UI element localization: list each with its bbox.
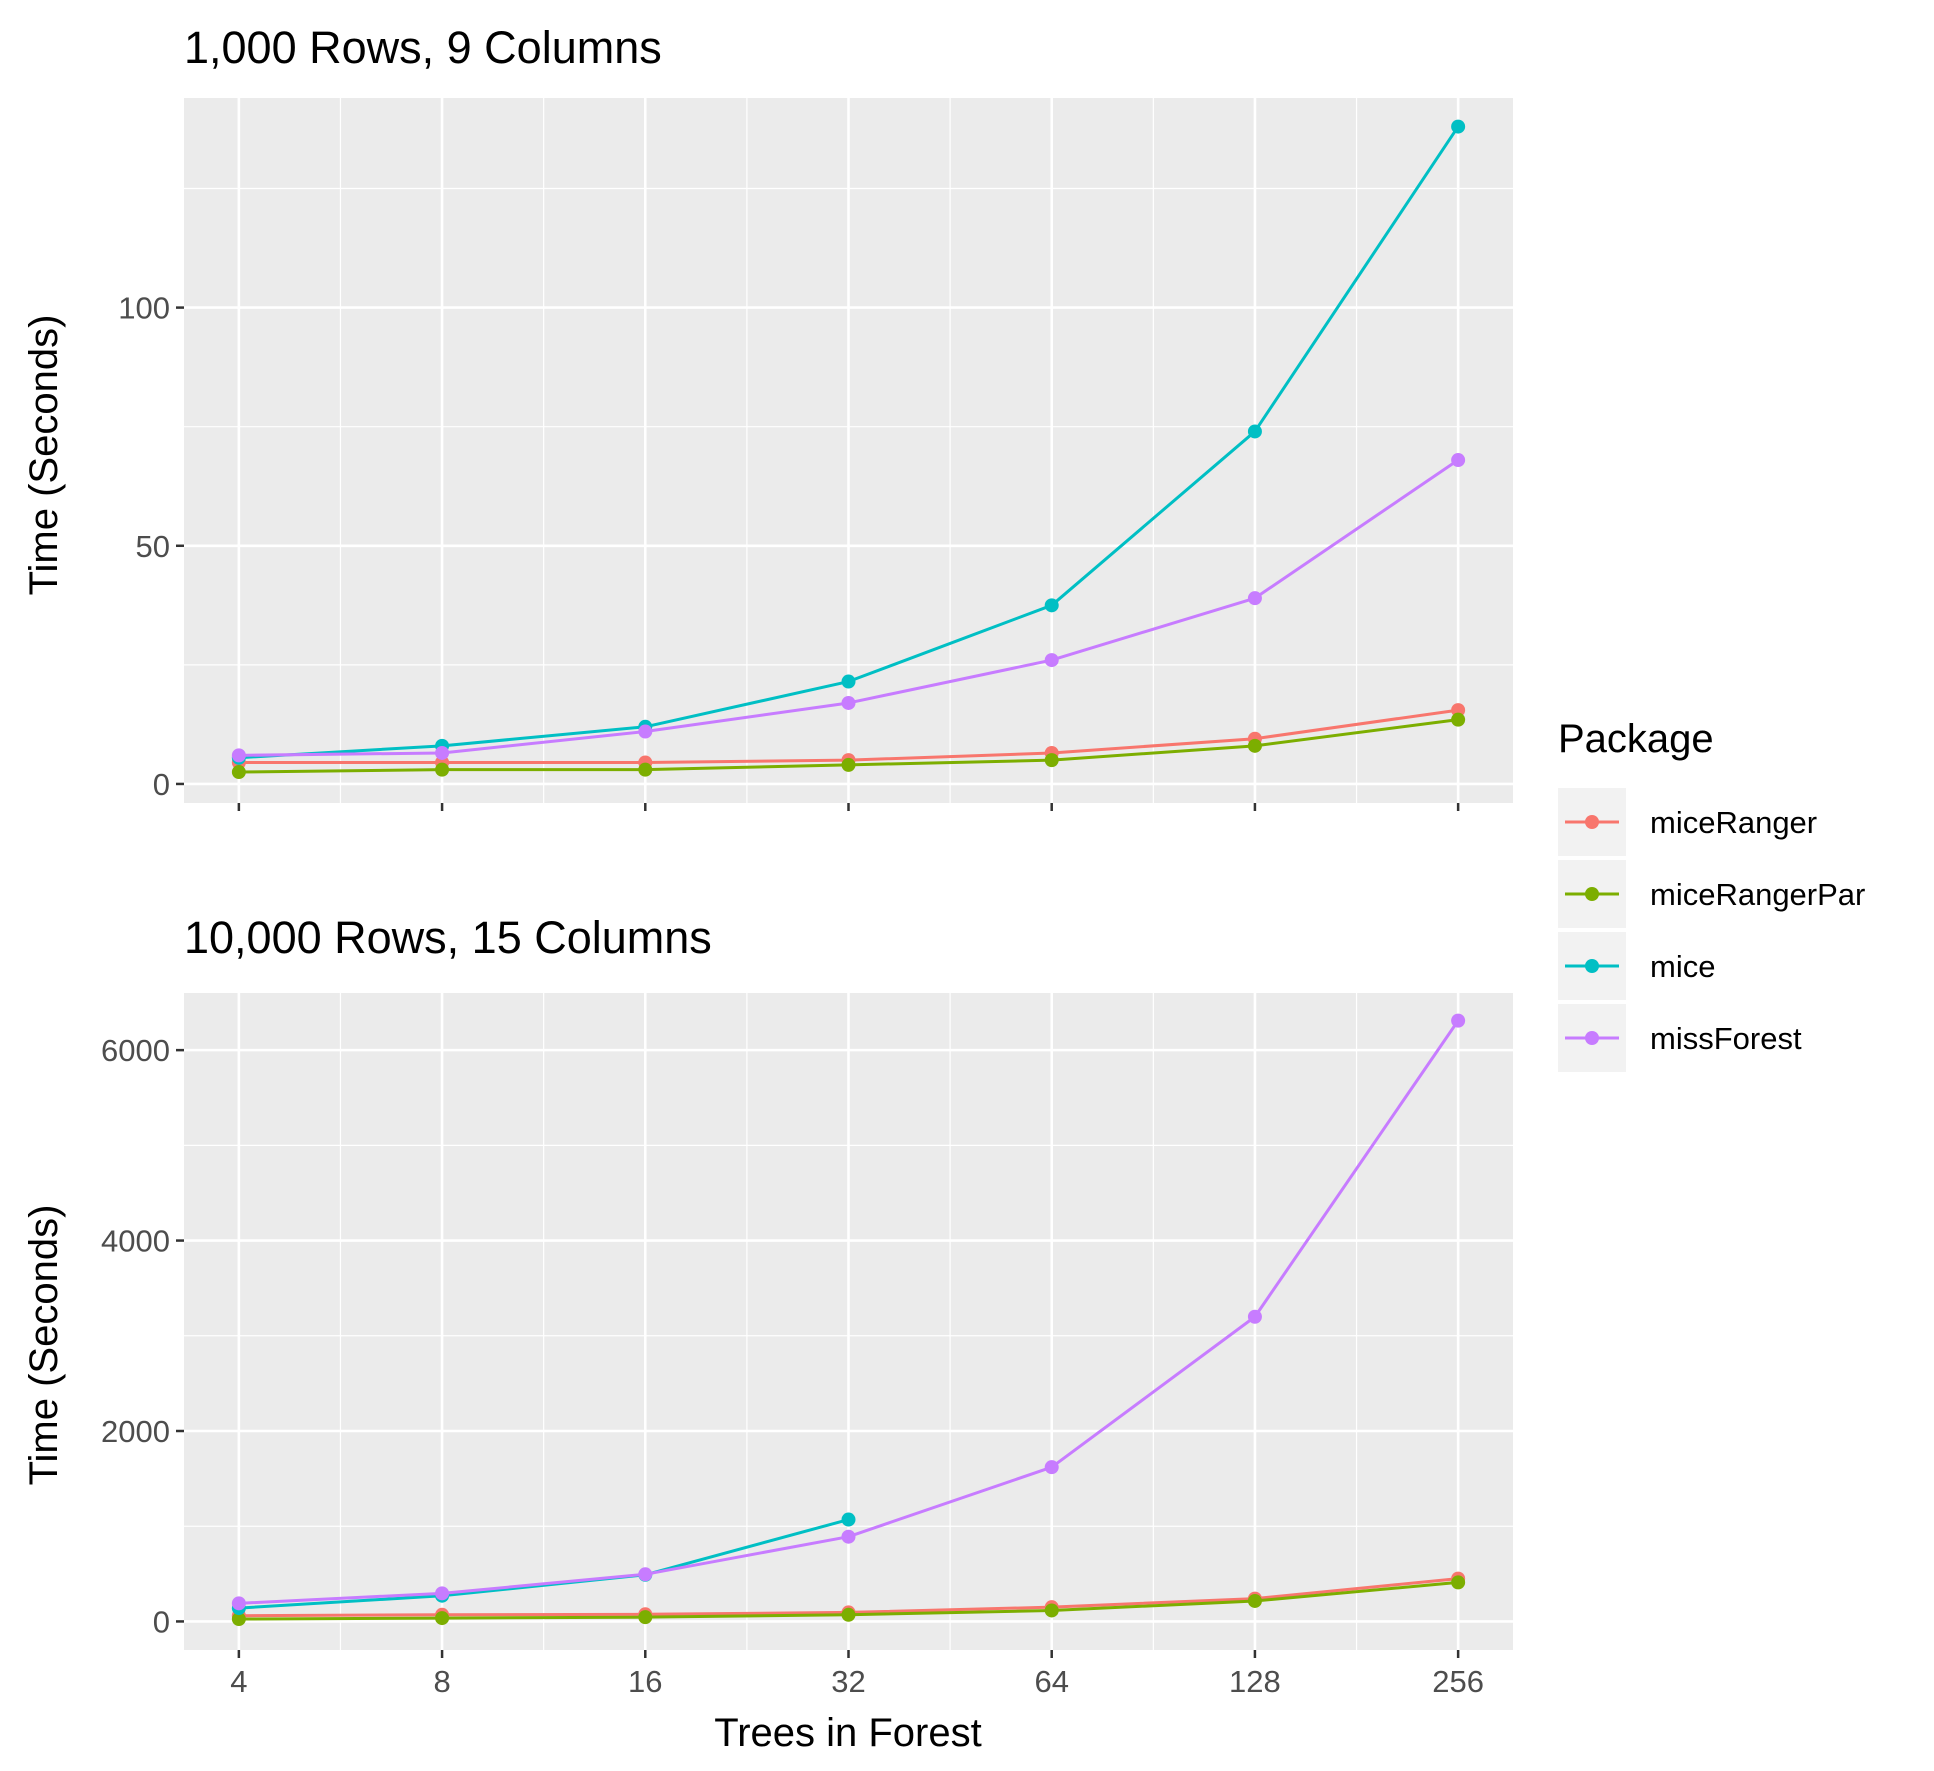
x-tick-label: 64: [1034, 1664, 1068, 1699]
data-point-miss-forest: [1247, 591, 1262, 606]
data-point-mice: [1044, 598, 1059, 613]
x-tick-label: 32: [831, 1664, 865, 1699]
data-point-miss-forest: [1451, 453, 1466, 468]
data-point-miss-forest: [435, 745, 450, 760]
legend-title: Package: [1558, 717, 1714, 761]
data-point-miss-forest: [1247, 1309, 1262, 1324]
data-point-mice-ranger-par: [435, 762, 450, 777]
data-point-mice: [841, 674, 856, 689]
data-point-miss-forest: [841, 695, 856, 710]
data-point-mice-ranger-par: [1247, 738, 1262, 753]
legend-label-mice-ranger: miceRanger: [1650, 805, 1817, 840]
data-point-miss-forest: [231, 748, 246, 763]
x-tick-label: 8: [433, 1664, 450, 1699]
legend-key-point-mice-ranger-par: [1585, 887, 1599, 901]
x-tick-label: 256: [1432, 1664, 1484, 1699]
panel-bottom: 10,000 Rows, 15 Columns Time (Seconds) T…: [22, 912, 1513, 1755]
data-point-mice-ranger-par: [1044, 753, 1059, 768]
x-tick-label: 16: [628, 1664, 662, 1699]
data-point-miss-forest: [638, 1567, 653, 1582]
data-point-mice-ranger-par: [1044, 1603, 1059, 1618]
data-point-mice-ranger-par: [841, 1607, 856, 1622]
data-point-miss-forest: [231, 1596, 246, 1611]
y-tick-label: 50: [136, 529, 170, 564]
y-tick-label: 0: [153, 767, 170, 802]
legend-key-point-miss-forest: [1585, 1031, 1599, 1045]
panel-bottom-title: 10,000 Rows, 15 Columns: [184, 912, 712, 963]
panel-top: 1,000 Rows, 9 Columns Time (Seconds) 0 50…: [22, 22, 1513, 811]
y-tick-label: 6000: [101, 1033, 170, 1068]
y-tick-label: 100: [118, 291, 170, 326]
data-point-mice-ranger-par: [1451, 712, 1466, 727]
legend-label-miss-forest: missForest: [1650, 1021, 1802, 1056]
legend: Package miceRanger miceRangerPar mice missF…: [1558, 717, 1865, 1072]
data-point-mice-ranger-par: [231, 765, 246, 780]
data-point-miss-forest: [435, 1586, 450, 1601]
panel-bottom-y-axis-title: Time (Seconds): [22, 1205, 66, 1486]
data-point-miss-forest: [1451, 1013, 1466, 1028]
data-point-mice-ranger-par: [435, 1611, 450, 1626]
panel-top-x-axis: [237, 803, 1460, 811]
y-tick-label: 2000: [101, 1414, 170, 1449]
data-point-mice-ranger-par: [231, 1612, 246, 1627]
x-axis-title: Trees in Forest: [714, 1711, 981, 1755]
data-point-mice-ranger-par: [1247, 1593, 1262, 1608]
legend-key-point-mice: [1585, 959, 1599, 973]
data-point-mice: [841, 1512, 856, 1527]
y-tick-label: 0: [153, 1604, 170, 1639]
panel-top-gridlines: [184, 98, 1513, 803]
legend-items: miceRanger miceRangerPar mice missForest: [1558, 788, 1865, 1072]
panel-bottom-series: [231, 1013, 1466, 1627]
panel-bottom-y-axis: 0 2000 4000 6000: [101, 1033, 184, 1639]
data-point-miss-forest: [1044, 1460, 1059, 1475]
y-tick-label: 4000: [101, 1224, 170, 1259]
legend-label-mice-ranger-par: miceRangerPar: [1650, 877, 1865, 912]
data-point-miss-forest: [638, 724, 653, 739]
data-point-mice-ranger-par: [638, 1610, 653, 1625]
x-tick-label: 4: [230, 1664, 247, 1699]
panel-top-series: [231, 119, 1466, 780]
panel-top-title: 1,000 Rows, 9 Columns: [184, 22, 662, 73]
x-tick-label: 128: [1229, 1664, 1281, 1699]
data-point-mice-ranger-par: [638, 762, 653, 777]
legend-key-point-mice-ranger: [1585, 815, 1599, 829]
data-point-miss-forest: [1044, 653, 1059, 668]
data-point-mice-ranger-par: [841, 757, 856, 772]
data-point-miss-forest: [841, 1529, 856, 1544]
data-point-mice: [1451, 119, 1466, 134]
panel-top-y-axis: 0 50 100: [118, 291, 184, 802]
data-point-mice: [1247, 424, 1262, 439]
panel-bottom-x-axis: 4 8 16 32 64 128 256: [230, 1650, 1484, 1699]
panel-top-y-axis-title: Time (Seconds): [22, 315, 66, 596]
legend-label-mice: mice: [1650, 949, 1715, 984]
data-point-mice-ranger-par: [1451, 1575, 1466, 1590]
